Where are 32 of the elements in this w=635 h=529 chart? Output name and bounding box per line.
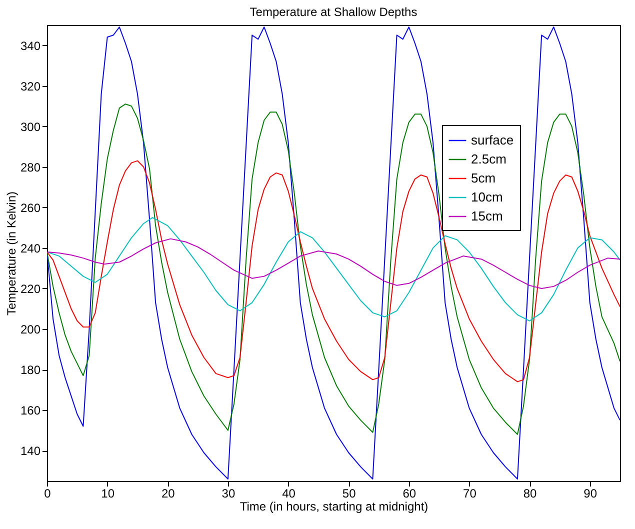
y-tick-label: 200: [20, 322, 41, 336]
x-tick-label: 90: [584, 486, 598, 500]
x-tick-label: 20: [161, 486, 176, 500]
x-tick-label: 60: [402, 486, 416, 500]
legend-label: 10cm: [471, 190, 503, 204]
line-series: [47, 104, 620, 435]
y-tick-label: 220: [20, 282, 41, 296]
x-tick-label: 0: [44, 486, 52, 500]
y-axis-title: Temperature (in Kelvin): [4, 191, 18, 316]
legend-label: surface: [471, 132, 514, 148]
chart-title: Temperature at Shallow Depths: [250, 5, 418, 19]
legend-label: 15cm: [471, 208, 503, 224]
y-tick-label: 160: [20, 404, 41, 418]
y-tick-label: 280: [20, 160, 41, 174]
line-series: [47, 238, 620, 289]
y-tick-label: 340: [20, 38, 41, 53]
legend-label: 2.5cm: [471, 152, 506, 166]
y-tick-label: 140: [20, 444, 41, 458]
x-tick-label: 10: [101, 486, 115, 500]
y-tick-label: 260: [20, 200, 41, 215]
x-axis-title: Time (in hours, starting at midnight): [240, 500, 428, 514]
x-tick-label: 30: [222, 486, 236, 500]
y-tick-label: 180: [20, 363, 41, 378]
y-tick-label: 300: [20, 120, 41, 134]
y-tick-label: 320: [20, 79, 41, 94]
x-tick-label: 40: [282, 486, 296, 500]
x-tick-label: 50: [342, 486, 356, 500]
x-tick-label: 70: [463, 486, 477, 500]
y-tick-label: 240: [20, 241, 41, 256]
legend-label: 5cm: [471, 170, 496, 186]
line-series: [47, 26, 620, 480]
x-tick-label: 80: [523, 486, 538, 500]
